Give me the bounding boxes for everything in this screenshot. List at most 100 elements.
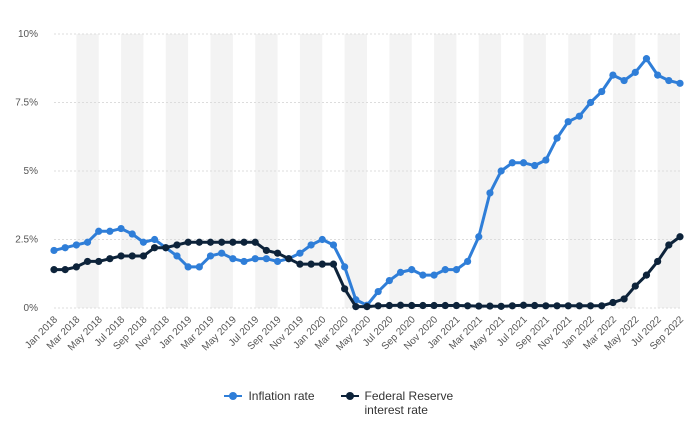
legend-marker-fed bbox=[340, 389, 359, 403]
data-point bbox=[620, 295, 628, 303]
y-tick-label: 0% bbox=[24, 303, 39, 314]
legend-marker-inflation bbox=[224, 389, 243, 403]
data-point bbox=[441, 266, 449, 274]
data-point bbox=[151, 235, 159, 244]
data-point bbox=[218, 238, 226, 246]
data-point bbox=[553, 302, 561, 310]
data-point bbox=[184, 263, 192, 271]
data-point bbox=[654, 71, 662, 79]
legend-label-inflation: Inflation rate bbox=[248, 389, 315, 403]
data-point bbox=[273, 249, 282, 257]
data-point bbox=[139, 252, 148, 260]
data-point bbox=[586, 302, 595, 310]
data-point bbox=[519, 301, 528, 309]
data-point bbox=[396, 268, 405, 276]
data-point bbox=[307, 260, 315, 268]
data-point bbox=[352, 303, 360, 311]
data-point bbox=[441, 301, 449, 310]
legend-item-federal-reserve-rate[interactable]: Federal Reserve interest rate bbox=[340, 389, 475, 417]
data-point bbox=[408, 301, 416, 310]
data-point bbox=[50, 246, 58, 255]
data-point bbox=[72, 241, 80, 249]
y-tick-label: 10% bbox=[18, 29, 38, 40]
data-point bbox=[195, 238, 203, 246]
legend-label-fed: Federal Reserve interest rate bbox=[364, 389, 454, 417]
data-point bbox=[285, 255, 293, 263]
data-point bbox=[106, 255, 114, 263]
data-point bbox=[240, 257, 248, 266]
data-point bbox=[464, 257, 472, 266]
y-tick-label: 5% bbox=[24, 166, 39, 177]
data-point bbox=[139, 238, 148, 246]
data-point bbox=[341, 263, 349, 271]
legend-item-inflation-rate[interactable]: Inflation rate bbox=[224, 389, 315, 417]
data-point bbox=[464, 302, 472, 310]
data-point bbox=[251, 255, 259, 263]
data-point bbox=[508, 159, 516, 167]
data-point bbox=[665, 241, 673, 249]
data-point bbox=[374, 287, 382, 296]
data-point bbox=[385, 301, 393, 310]
y-tick-label: 7.5% bbox=[15, 98, 38, 109]
data-point bbox=[95, 257, 103, 266]
data-point bbox=[273, 257, 282, 266]
data-point bbox=[374, 302, 382, 310]
data-point bbox=[218, 249, 226, 257]
data-point bbox=[240, 238, 248, 246]
data-point bbox=[620, 76, 628, 85]
data-point bbox=[117, 224, 125, 233]
gridlines bbox=[54, 33, 680, 309]
data-point bbox=[95, 227, 103, 235]
data-point bbox=[83, 238, 92, 246]
data-point bbox=[61, 244, 69, 252]
data-point bbox=[642, 55, 651, 63]
data-point bbox=[564, 118, 572, 126]
data-point bbox=[419, 271, 427, 279]
data-point bbox=[676, 233, 684, 241]
data-point bbox=[195, 263, 203, 271]
series-federal-reserve-rate bbox=[50, 233, 684, 311]
data-point bbox=[296, 249, 304, 257]
data-point bbox=[262, 246, 270, 255]
data-point bbox=[665, 76, 673, 85]
data-point bbox=[385, 277, 393, 285]
data-point bbox=[206, 252, 215, 260]
grid-band bbox=[210, 34, 233, 308]
data-point bbox=[642, 271, 651, 279]
data-point bbox=[575, 302, 583, 310]
data-point bbox=[519, 159, 528, 167]
data-point bbox=[341, 285, 349, 293]
data-point bbox=[553, 134, 561, 142]
data-point bbox=[363, 303, 371, 311]
data-point bbox=[128, 252, 136, 260]
data-point bbox=[72, 263, 80, 271]
data-point bbox=[184, 238, 192, 246]
data-point bbox=[430, 301, 438, 310]
data-point bbox=[61, 266, 69, 274]
data-point bbox=[452, 301, 461, 310]
data-point bbox=[408, 266, 416, 274]
data-point bbox=[83, 257, 92, 266]
data-point bbox=[486, 302, 494, 310]
data-point bbox=[173, 252, 181, 260]
y-tick-label: 2.5% bbox=[15, 235, 38, 246]
grid-band bbox=[121, 34, 144, 308]
series-group bbox=[50, 55, 684, 311]
data-point bbox=[206, 238, 215, 246]
data-point bbox=[654, 257, 662, 266]
data-point bbox=[564, 302, 572, 310]
data-point bbox=[296, 260, 304, 268]
data-point bbox=[598, 302, 606, 310]
data-point bbox=[508, 302, 516, 310]
data-point bbox=[475, 233, 483, 241]
data-point bbox=[396, 301, 405, 309]
data-point bbox=[50, 266, 58, 274]
data-point bbox=[598, 87, 606, 96]
data-point bbox=[329, 241, 338, 249]
data-point bbox=[586, 98, 595, 107]
data-point bbox=[542, 302, 550, 310]
data-point bbox=[151, 244, 159, 252]
data-point bbox=[117, 252, 125, 260]
